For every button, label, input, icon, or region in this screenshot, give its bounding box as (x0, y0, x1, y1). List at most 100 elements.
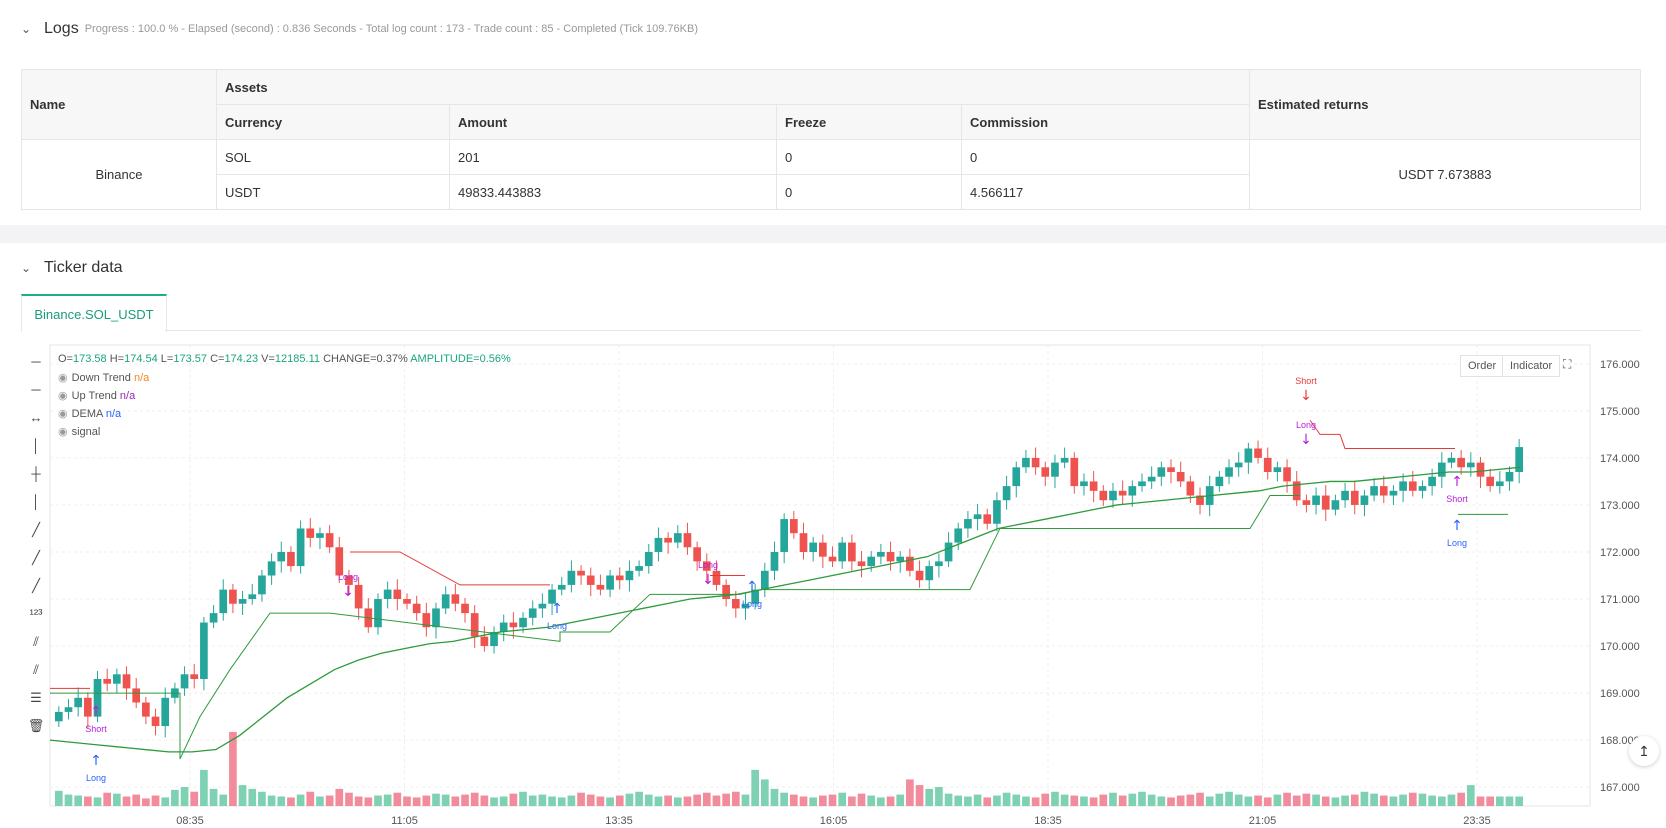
scroll-top-icon[interactable]: ↥ (1629, 736, 1659, 766)
extended-line-icon[interactable]: ↔ (29, 410, 43, 425)
volume-bar (93, 797, 102, 806)
chevron-down-icon[interactable]: ⌄ (21, 261, 32, 275)
volume-bar (673, 797, 682, 806)
volume-bar (1109, 792, 1117, 806)
candle-body (1002, 486, 1011, 501)
volume-bar (731, 791, 740, 806)
candle-body (1147, 476, 1156, 482)
eye-icon[interactable]: ◉ (58, 408, 68, 420)
tab-binance-sol-usdt[interactable]: Binance.SOL_USDT (21, 294, 167, 332)
candle-body (113, 674, 121, 684)
volume-bar (1022, 796, 1030, 806)
order-button[interactable]: Order (1460, 355, 1505, 377)
fullscreen-icon[interactable]: ⛶ (1563, 357, 1572, 371)
volume-bar (722, 793, 730, 806)
candle-body (983, 514, 992, 524)
volume-bar (528, 795, 537, 806)
indicator-button[interactable]: Indicator (1502, 355, 1561, 377)
volume-bar (1321, 796, 1330, 806)
candle-body (1370, 486, 1378, 496)
candle-body (1437, 462, 1446, 477)
candle-body (1273, 467, 1282, 473)
candle-body (451, 594, 460, 604)
volume-bar (1389, 796, 1398, 806)
y-tick-label: 176.000 (1600, 359, 1640, 371)
horizontal-line-icon[interactable]: ─ (31, 354, 41, 369)
table-cell: 4.566117 (961, 174, 1250, 210)
volume-bar (1515, 796, 1523, 806)
volume-bar (1466, 785, 1475, 806)
ticker-header[interactable]: ⌄ Ticker data (21, 259, 123, 277)
candle-body (316, 533, 324, 538)
candle-body (528, 608, 537, 618)
candle-body (1051, 462, 1059, 477)
eye-icon[interactable]: ◉ (58, 372, 68, 384)
horizontal-ray-icon[interactable]: ─ (31, 382, 41, 397)
legend-up-trend[interactable]: ◉ Up Trend n/a (58, 390, 136, 402)
volume-bar (316, 796, 324, 806)
parallel-channel-icon[interactable]: ⫽ (33, 634, 39, 649)
amplitude-value: AMPLITUDE=0.56% (410, 353, 511, 365)
legend-signal[interactable]: ◉ signal (58, 426, 101, 438)
candle-body (1128, 486, 1137, 496)
trend-line-icon[interactable]: ╱ (32, 522, 40, 537)
legend-dema[interactable]: ◉ DEMA n/a (58, 408, 122, 420)
vertical-line-icon[interactable]: │ (31, 438, 41, 453)
candle-body (867, 556, 876, 567)
volume-bar (973, 794, 982, 806)
ray-icon[interactable]: ╱ (32, 550, 40, 565)
candle-body (635, 566, 643, 571)
extended-trend-icon[interactable]: ╱ (32, 578, 40, 593)
candle-body (480, 636, 489, 647)
table-cell: 49833.443883 (449, 174, 777, 210)
volume-bar (1360, 791, 1369, 806)
logs-title: Logs (44, 20, 79, 37)
logs-header[interactable]: ⌄ Logs Progress : 100.0 % - Elapsed (sec… (21, 20, 698, 38)
candle-body (64, 707, 73, 712)
volume-bar (142, 798, 150, 806)
volume-bar (1234, 794, 1243, 806)
volume-bar (422, 795, 431, 806)
candle-body (964, 519, 972, 529)
candle-body (625, 570, 634, 581)
candle-body (973, 514, 982, 520)
short-signal-arrow: ↑ (90, 704, 102, 720)
low-value: 173.57 (173, 353, 207, 365)
candle-body (200, 622, 208, 679)
candle-body (461, 603, 469, 614)
volume-bar (1273, 794, 1282, 806)
settings-bars-icon[interactable]: ☰ (30, 690, 42, 705)
volume-bar (364, 797, 373, 806)
trash-icon[interactable]: 🗑 (27, 718, 45, 733)
x-tick-label: 16:05 (820, 815, 848, 827)
name-header: Name (21, 69, 217, 140)
x-tick-label: 18:35 (1034, 815, 1062, 827)
volume-bar (1283, 792, 1291, 806)
chevron-down-icon[interactable]: ⌄ (21, 22, 32, 36)
volume-bar (635, 791, 643, 806)
text-tool-icon[interactable]: ¹²³ (29, 606, 43, 621)
volume-bar (432, 793, 440, 806)
pitchfork-icon[interactable]: ⫽ (33, 662, 39, 677)
candle-body (1457, 457, 1465, 468)
y-tick-label: 174.000 (1600, 453, 1640, 465)
eye-icon[interactable]: ◉ (58, 390, 68, 402)
volume-bar (74, 795, 83, 806)
eye-icon[interactable]: ◉ (58, 426, 68, 438)
volume-bar (509, 793, 518, 806)
y-tick-label: 170.000 (1600, 641, 1640, 653)
candle-body (296, 528, 305, 567)
candle-body (412, 603, 421, 614)
candle-body (1495, 481, 1504, 487)
vertical-segment-icon[interactable]: │ (31, 494, 41, 509)
volume-bar (1399, 794, 1407, 806)
cross-line-icon[interactable]: ┼ (31, 466, 41, 481)
volume-bar (1302, 793, 1311, 806)
legend-down-trend[interactable]: ◉ Down Trend n/a (58, 372, 150, 384)
candle-body (906, 556, 914, 571)
volume-bar (1418, 793, 1427, 806)
volume-bar (412, 797, 421, 806)
candle-body (1408, 481, 1417, 491)
volume-bar (1138, 791, 1146, 806)
